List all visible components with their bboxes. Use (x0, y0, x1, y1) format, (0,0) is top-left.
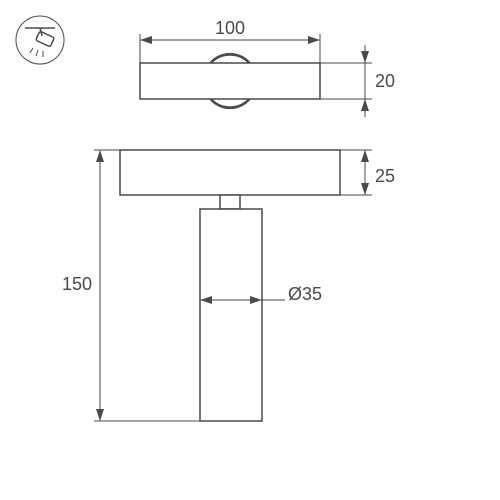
top-view (140, 54, 320, 109)
dim-label: 150 (62, 274, 92, 294)
dim-label: 25 (375, 166, 395, 186)
dim-label: Ø35 (288, 284, 322, 304)
dim-height-25: 25 (340, 150, 395, 195)
dim-label: 20 (375, 71, 395, 91)
technical-drawing: 100 20 25 150 (0, 0, 500, 500)
spotlight-icon (16, 16, 64, 64)
dim-label: 100 (215, 18, 245, 38)
dim-height-20: 20 (320, 45, 395, 117)
